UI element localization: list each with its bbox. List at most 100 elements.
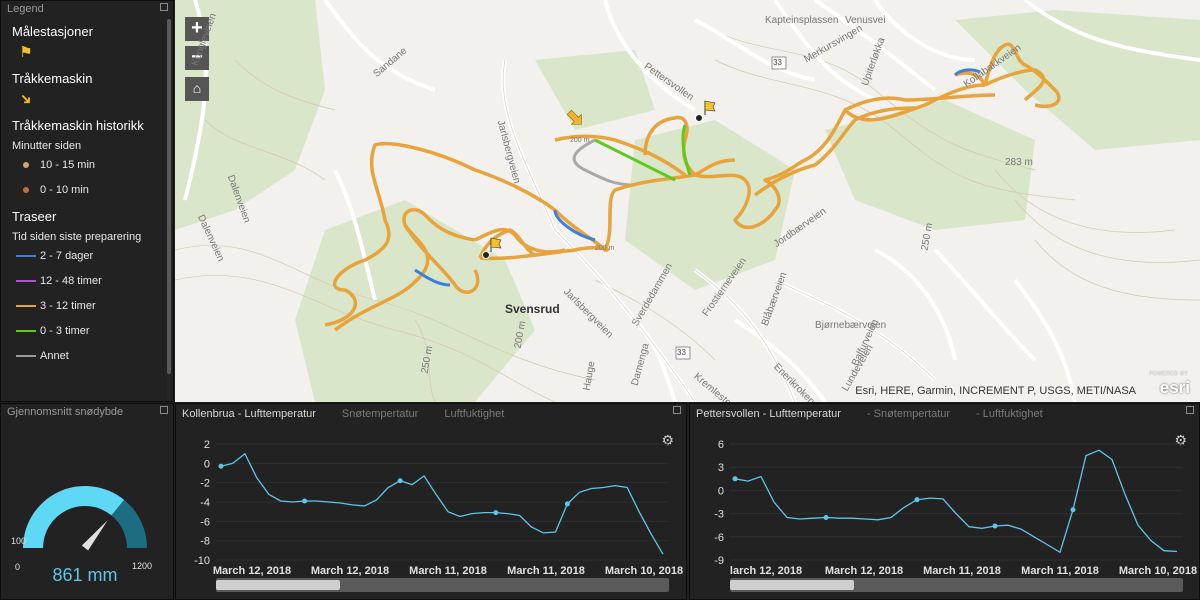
chart-y-tick-label: -6 xyxy=(200,516,210,528)
trail-line-icon xyxy=(16,304,36,307)
chart-y-tick-label: -2 xyxy=(200,478,210,490)
tab-air-temperature[interactable]: Kollenbrua - Lufttemperatur xyxy=(182,408,316,420)
chart-y-tick-label: -10 xyxy=(194,555,210,567)
esri-logo: esri xyxy=(1159,378,1190,397)
chart-x-tick-label: March 10, 2018 xyxy=(1119,565,1197,577)
gauge-title: Gjennomsnitt snødybde xyxy=(7,406,124,418)
chart-scrollbar[interactable] xyxy=(216,578,669,592)
chart-data-point[interactable] xyxy=(493,510,499,516)
gauge-needle xyxy=(81,520,108,551)
legend-trail-item: 3 - 12 timer xyxy=(12,293,165,318)
elevation-label: 200 m xyxy=(570,137,590,144)
map-contours xyxy=(175,19,1200,402)
map-green-areas xyxy=(175,0,1200,402)
tab-snow-temperature[interactable]: - Snøtempertatur xyxy=(866,408,951,420)
legend-history-subtitle: Minutter siden xyxy=(12,140,82,152)
legend-scrollbar-thumb[interactable] xyxy=(167,19,171,374)
trail-network-3-12h[interactable] xyxy=(324,42,1061,332)
chart-y-tick-label: 3 xyxy=(718,462,724,474)
gauge-maximize-button[interactable] xyxy=(160,406,168,414)
legend-trail-item: 12 - 48 timer xyxy=(12,268,165,293)
snow-depth-gauge-panel: Gjennomsnitt snødybde 861 mm 0 100 1200 xyxy=(0,403,174,600)
map-view[interactable]: + − ⌂ 33 33 Svensrud Sandane Kongleveien… xyxy=(175,0,1200,402)
legend-maximize-button[interactable] xyxy=(160,3,168,11)
chart-data-point[interactable] xyxy=(732,476,738,482)
flag-icon: ⚑ xyxy=(19,43,33,61)
tab-humidity[interactable]: Luftfuktighet xyxy=(444,408,505,420)
chart-data-point[interactable] xyxy=(823,514,829,520)
chart-x-tick-label: March 11, 2018 xyxy=(507,565,585,577)
chart-x-tick-label: March 10, 2018 xyxy=(605,565,683,577)
snow-depth-gauge xyxy=(23,486,147,551)
trail-line-icon xyxy=(16,354,36,357)
chart-data-point[interactable] xyxy=(914,497,920,503)
legend-history-item: 10 - 15 min xyxy=(12,152,165,177)
chart-scrollbar[interactable] xyxy=(730,578,1183,592)
legend-item-label: 0 - 3 timer xyxy=(40,324,90,337)
chart-y-tick-label: 6 xyxy=(718,439,724,451)
legend-item-label: 3 - 12 timer xyxy=(40,299,96,312)
chart-y-tick-label: 0 xyxy=(718,485,724,497)
tab-air-temperature[interactable]: Pettersvollen - Lufttemperatur xyxy=(696,408,841,420)
chart-data-point[interactable] xyxy=(302,498,308,504)
home-button[interactable]: ⌂ xyxy=(185,77,209,101)
chart-tabs: Pettersvollen - Lufttemperatur - Snøtemp… xyxy=(690,404,1199,424)
trail-2-7-days[interactable] xyxy=(553,209,596,242)
chart-x-tick-label: March 12, 2018 xyxy=(825,565,903,577)
chart-x-tick-label: March 12, 2018 xyxy=(213,565,291,577)
chart-maximize-button[interactable] xyxy=(673,406,681,414)
trail-other[interactable] xyxy=(572,138,636,187)
chart-series-line xyxy=(220,452,664,555)
road-number-label: 33 xyxy=(773,58,782,67)
map-canvas[interactable] xyxy=(175,0,1200,402)
zoom-in-button[interactable]: + xyxy=(185,17,209,41)
road-number-label: 33 xyxy=(677,348,686,357)
history-dot-icon xyxy=(23,161,29,168)
trail-2-7-days[interactable] xyxy=(953,68,981,77)
road-label: Venusvei xyxy=(845,15,886,26)
legend-trail-item: 0 - 3 timer xyxy=(12,318,165,343)
station-flag-icon[interactable] xyxy=(482,237,502,259)
chart-data-point[interactable] xyxy=(397,478,403,484)
chart-x-tick-label: March 11, 2018 xyxy=(923,565,1001,577)
legend-trails-subtitle: Tid siden siste preparering xyxy=(12,231,142,243)
trail-0-3h[interactable] xyxy=(681,124,692,176)
trail-line-icon xyxy=(16,329,36,332)
chart-y-tick-label: -8 xyxy=(200,536,210,548)
chart-panel-pettersvollen: Pettersvollen - Lufttemperatur - Snøtemp… xyxy=(689,403,1200,600)
snow-groomer-arrow-icon[interactable] xyxy=(564,107,586,129)
elevation-label: 200 m xyxy=(595,245,615,252)
chart-maximize-button[interactable] xyxy=(1186,406,1194,414)
chart-scrollbar-thumb[interactable] xyxy=(216,580,340,590)
temperature-chart[interactable]: 6 3 0 -3 -6 -9 larch 12, 2018 March 12, 2018 Mar… xyxy=(690,424,1200,594)
legend-content: Målestasjoner ⚑ Tråkkemaskin ➜ Tråkkemas… xyxy=(1,17,165,401)
road-label: Kapteinsplassen xyxy=(765,15,839,26)
legend-stations-symbol-row: ⚑ xyxy=(12,39,165,64)
chart-y-tick-label: 2 xyxy=(204,439,210,451)
road-label: Bjørnebærveien xyxy=(815,320,887,331)
legend-trail-item: Annet xyxy=(12,343,165,368)
chart-data-point[interactable] xyxy=(1070,507,1076,513)
chart-data-point[interactable] xyxy=(992,523,998,529)
trail-2-7-days[interactable] xyxy=(414,268,451,287)
esri-powered-label: POWERED BY xyxy=(1149,371,1188,377)
station-flag-icon[interactable] xyxy=(695,100,716,122)
zoom-out-button[interactable]: − xyxy=(185,46,209,70)
chart-data-point[interactable] xyxy=(564,501,570,507)
tab-humidity[interactable]: - Luftfuktighet xyxy=(976,408,1043,420)
arrow-icon: ➜ xyxy=(15,88,37,110)
chart-scrollbar-thumb[interactable] xyxy=(730,580,854,590)
chart-data-point[interactable] xyxy=(218,463,224,469)
legend-panel: Legend Målestasjoner ⚑ Tråkkemaskin ➜ Tr… xyxy=(0,0,174,402)
road-shield-icon xyxy=(771,56,787,70)
legend-item-label: 10 - 15 min xyxy=(40,158,96,171)
chart-series-line xyxy=(734,449,1178,554)
legend-item-label: 2 - 7 dager xyxy=(40,249,94,262)
chart-y-tick-label: 0 xyxy=(204,458,210,470)
legend-machine-symbol-row: ➜ xyxy=(12,86,165,111)
trail-0-3h[interactable] xyxy=(594,138,676,182)
chart-y-tick-label: -4 xyxy=(200,497,210,509)
legend-title: Legend xyxy=(7,3,44,15)
tab-snow-temperature[interactable]: Snøtempertatur xyxy=(341,408,419,420)
